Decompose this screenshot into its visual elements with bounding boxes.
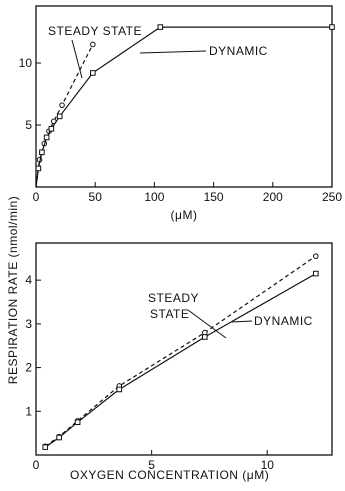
bottom-dynamic-point <box>56 434 62 441</box>
top-dynamic-annotation: DYNAMIC <box>209 44 268 58</box>
top-x-tick-label: 150 <box>204 190 224 204</box>
bottom-dynamic-point <box>202 334 208 340</box>
top-steady-state-point <box>59 102 65 108</box>
top-steady-state-line <box>35 44 94 188</box>
top-dynamic-point <box>56 113 63 120</box>
bottom-y-tick-label: 4 <box>25 273 32 287</box>
top-dynamic-point <box>329 24 335 30</box>
top-dynamic-point <box>90 70 96 76</box>
bottom-steady-leader-line <box>187 309 227 339</box>
bottom-x-tick-label: 0 <box>33 458 40 472</box>
top-dynamic-point <box>157 24 164 30</box>
top-steady-state-annotation: STEADY STATE <box>48 24 142 38</box>
top-steady-state-point <box>90 41 96 48</box>
top-dynamic-point <box>43 134 50 141</box>
bottom-steady-annotation-line1: STEADY <box>148 291 199 305</box>
bottom-steady-annotation-line2: STATE <box>150 307 189 321</box>
top-chart: 0 50 100 150 200 250 5 10 (μM) STEADY STATE DYN… <box>19 5 343 222</box>
bottom-dynamic-point <box>313 270 319 277</box>
top-x-tick-label: 50 <box>89 190 103 204</box>
top-dynamic-point <box>48 125 55 132</box>
top-dynamic-line <box>35 26 332 188</box>
bottom-dynamic-point <box>74 419 81 426</box>
top-x-tick-label: 250 <box>322 190 342 204</box>
top-steady-leader-line <box>71 39 83 79</box>
bottom-y-tick-label: 2 <box>25 361 32 375</box>
bottom-plot-frame <box>35 242 333 456</box>
top-x-axis-label: (μM) <box>171 208 198 222</box>
top-x-tick-label: 200 <box>263 190 283 204</box>
bottom-x-axis-label: OXYGEN CONCENTRATION (μM) <box>70 468 269 482</box>
top-y-tick-label: 5 <box>25 118 32 132</box>
bottom-dynamic-point <box>116 386 123 393</box>
bottom-axis-ticks: 0 5 10 1 2 3 4 <box>25 273 274 472</box>
top-dynamic-point <box>39 149 45 156</box>
bottom-steady-state-point <box>313 253 319 259</box>
bottom-chart: 0 5 10 1 2 3 4 OXYGEN CONCENTRATION (μM) STEAD… <box>25 242 333 482</box>
top-x-tick-label: 100 <box>144 190 164 204</box>
y-axis-label: RESPIRATION RATE (nmol/min) <box>6 196 20 384</box>
bottom-dynamic-leader-line <box>231 320 253 323</box>
top-dynamic-leader-line <box>139 50 207 54</box>
bottom-y-tick-label: 1 <box>25 404 32 418</box>
bottom-dynamic-point <box>42 444 49 450</box>
top-y-tick-label: 10 <box>19 56 33 70</box>
top-plot-frame <box>35 5 333 188</box>
top-series <box>35 24 335 188</box>
bottom-x-tick-label: 5 <box>148 458 155 472</box>
bottom-y-tick-label: 3 <box>25 317 32 331</box>
top-dynamic-point <box>35 165 42 172</box>
bottom-series <box>42 253 319 450</box>
top-axis-ticks: 0 50 100 150 200 250 5 10 <box>19 56 343 204</box>
top-x-tick-label: 0 <box>33 190 40 204</box>
bottom-dynamic-annotation: DYNAMIC <box>254 314 313 328</box>
bottom-x-tick-label: 10 <box>261 458 275 472</box>
